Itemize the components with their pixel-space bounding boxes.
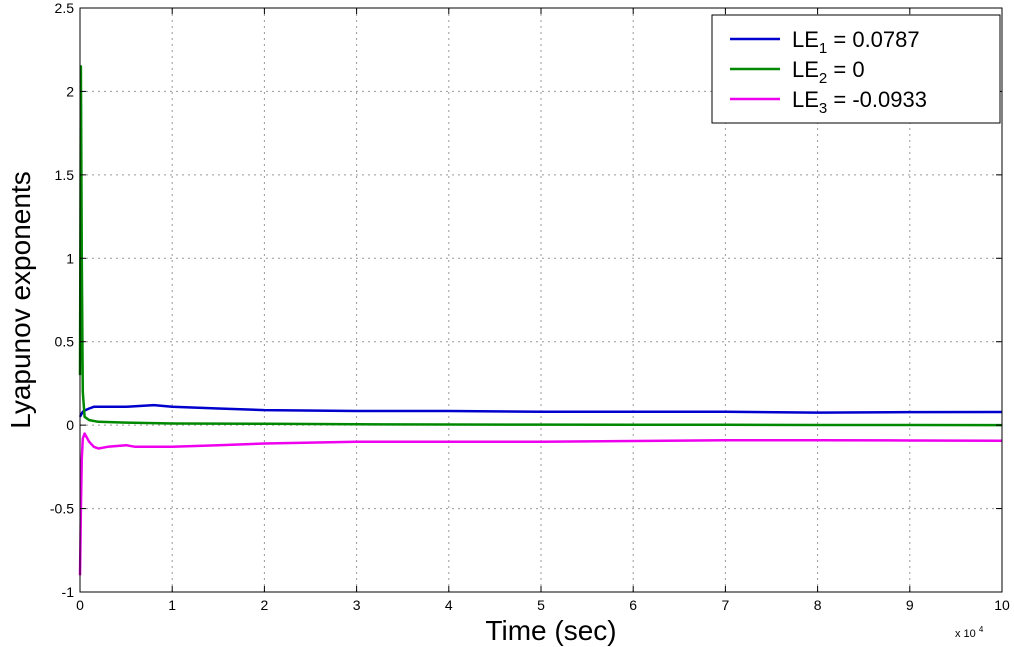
y-tick-label: -0.5	[50, 501, 74, 517]
y-tick-label: 0.5	[55, 334, 75, 350]
x-tick-label: 3	[353, 597, 361, 613]
x-tick-label: 0	[76, 597, 84, 613]
x-tick-label: 2	[261, 597, 269, 613]
x-tick-label: 5	[537, 597, 545, 613]
x-axis-multiplier: x 10 4	[955, 625, 984, 640]
y-tick-label: 2.5	[55, 0, 75, 16]
series-lines	[78, 65, 1003, 576]
x-tick-label: 6	[629, 597, 637, 613]
x-tick-label: 10	[994, 597, 1010, 613]
legend-entry-3: LE3 = -0.0933	[792, 87, 927, 117]
x-axis-multiplier-exponent: 4	[979, 625, 984, 634]
x-tick-label: 7	[722, 597, 730, 613]
y-tick-label: 2	[66, 83, 74, 99]
x-axis-multiplier-base: x 10	[955, 628, 976, 640]
x-tick-label: 4	[445, 597, 453, 613]
y-tick-label: -1	[62, 584, 75, 600]
x-tick-label: 8	[814, 597, 822, 613]
y-tick-label: 1	[66, 250, 74, 266]
x-tick-label: 1	[168, 597, 176, 613]
series-line-2	[78, 65, 1003, 427]
series-line-1	[78, 403, 1003, 418]
y-axis-label: Lyapunov exponents	[5, 171, 36, 428]
x-axis-label: Time (sec)	[485, 615, 616, 646]
axis-ticks: 0 1 2 3 4 5 6 7 8 9 10 -1 -0.5 0 0.5 1 1.5 2 2.5	[50, 0, 1010, 613]
legend-entry-2: LE2 = 0	[792, 57, 865, 87]
legend-entry-1: LE1 = 0.0787	[792, 27, 920, 57]
series-line-3	[78, 432, 1003, 576]
y-tick-label: 1.5	[55, 167, 75, 183]
x-tick-label: 9	[906, 597, 914, 613]
y-tick-label: 0	[66, 417, 74, 433]
